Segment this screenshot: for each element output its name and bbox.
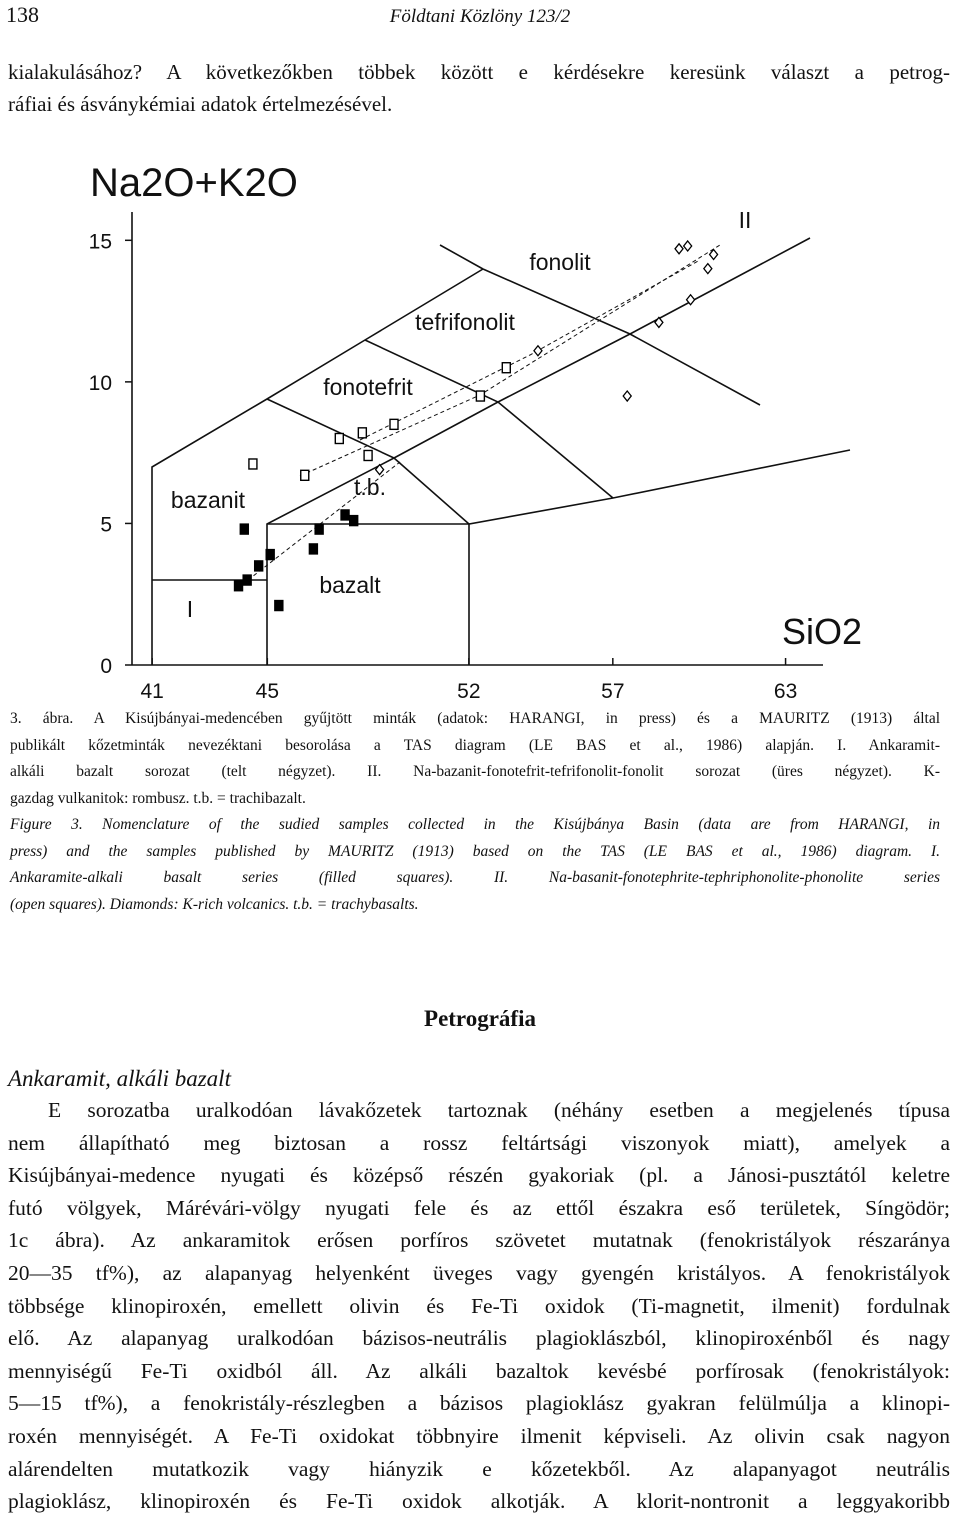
x-axis-label: SiO2 — [782, 611, 862, 652]
caption-en-line: (open squares). Diamonds: K-rich volcani… — [10, 895, 419, 913]
trend-line — [359, 259, 701, 441]
caption-hu-line: alkáli bazalt sorozat (telt négyzet). II… — [10, 763, 940, 780]
body-line: többsége klinopiroxén, emellett olivin é… — [8, 1293, 950, 1318]
field-label: fonotefrit — [323, 374, 413, 400]
filled-square-point — [274, 599, 284, 612]
filled-square-point — [242, 574, 252, 586]
y-tick-label: 5 — [100, 513, 112, 536]
chart: Na2O+K2O SiO2 0 5 10 15 41 45 52 57 63 fonolit tefri… — [89, 161, 862, 703]
diamond-point — [685, 293, 696, 306]
caption-en-line: Figure 3. Nomenclature of the sudied sam… — [10, 816, 940, 833]
y-axis-label: Na2O+K2O — [90, 161, 298, 205]
trend-line — [299, 244, 721, 477]
filled-square-point — [308, 543, 319, 555]
caption-en-line: press) and the samples published by MAUR… — [10, 842, 940, 860]
page-number: 138 — [6, 2, 39, 27]
body-line: E sorozatba uralkodóan lávakőzetek tarto… — [48, 1098, 950, 1122]
open-square-point — [357, 427, 368, 439]
body-line: roxén mennyiségét. A Fe-Ti oxidokat több… — [8, 1424, 950, 1448]
open-square-point — [334, 432, 344, 445]
body-line: nem állapítható meg biztosan a rossz fel… — [8, 1130, 950, 1155]
field-label: I — [187, 596, 193, 622]
diamond-point — [674, 242, 684, 255]
caption-hu-line: gazdag vulkanitok: rombusz. t.b. = trach… — [10, 789, 306, 807]
open-square-point — [475, 390, 486, 402]
x-tick-label: 57 — [601, 680, 624, 703]
x-tick-label: 63 — [774, 680, 797, 703]
boundary — [364, 339, 614, 499]
diamond-point — [654, 316, 664, 329]
series — [233, 509, 359, 612]
field-label: tefrifonolit — [415, 309, 515, 335]
series — [248, 362, 511, 482]
field-label: II — [739, 207, 752, 233]
field-boundaries — [151, 237, 851, 665]
body-line: 5—15 tf%), a fenokristály-részlegben a b… — [8, 1391, 950, 1416]
diamond-point — [622, 389, 633, 403]
intro-line: ráfiai és ásványkémiai adatok értelmezés… — [8, 92, 393, 116]
filled-square-point — [265, 548, 275, 561]
boundary — [393, 449, 851, 525]
boundary — [266, 398, 395, 459]
filled-square-point — [348, 514, 359, 527]
body-line: plagioklász, klinopiroxén és Fe-Ti oxido… — [8, 1489, 950, 1514]
body-line: mennyiségű Fe-Ti oxidból áll. Az alkáli … — [8, 1358, 950, 1383]
diamond-point — [703, 262, 713, 275]
caption-en-line: Ankaramite-alkali basalt series (filled … — [10, 869, 940, 886]
body-line: alárendelten mutatkozik vagy hiányzik e … — [8, 1456, 950, 1481]
field-label: t.b. — [354, 474, 386, 500]
caption-hu-line: 3. ábra. A Kisújbányai-medencében gyűjtö… — [10, 710, 940, 727]
journal-title: Földtani Közlöny 123/2 — [389, 6, 571, 27]
field-label: bazalt — [319, 572, 381, 598]
body-line: futó völgyek, Márévári-völgy nyugati fel… — [8, 1195, 950, 1220]
boundary — [266, 237, 811, 665]
diamond-point — [708, 248, 719, 261]
field-label: fonolit — [529, 249, 591, 275]
open-square-point — [389, 418, 399, 431]
caption-hu-line: publikált kőzetminták nevezéktani besoro… — [10, 736, 940, 754]
y-tick-label: 15 — [89, 230, 112, 253]
boundary — [482, 268, 761, 406]
open-square-point — [300, 469, 310, 482]
field-label: bazanit — [171, 487, 246, 513]
intro-line: kialakulásához? A következőkben többek k… — [8, 60, 950, 84]
filled-square-point — [239, 523, 249, 535]
x-tick-label: 45 — [256, 680, 279, 703]
section-title: Petrográfia — [424, 1006, 536, 1031]
body-line: 20—35 tf%), az alapanyag helyenként üveg… — [8, 1261, 950, 1285]
y-tick-label: 10 — [89, 372, 112, 395]
filled-square-point — [314, 523, 324, 535]
open-square-point — [248, 458, 258, 470]
body-line: Kisújbányai-medence nyugati és középső r… — [8, 1163, 950, 1188]
filled-square-point — [340, 509, 350, 521]
body-line: elő. Az alapanyag uralkodóan bázisos-neu… — [8, 1326, 950, 1351]
filled-square-point — [253, 560, 264, 572]
diamond-point — [374, 463, 385, 476]
x-tick-label: 41 — [140, 680, 163, 703]
body-line: 1c ábra). Az ankaramitok erősen porfíros… — [8, 1228, 950, 1253]
boundary — [439, 244, 484, 270]
diamond-point — [533, 344, 543, 357]
open-square-point — [363, 449, 373, 462]
filled-square-point — [233, 580, 244, 592]
y-tick-label: 0 — [100, 655, 112, 678]
series — [374, 239, 719, 476]
open-square-point — [501, 362, 511, 374]
section-subtitle: Ankaramit, alkáli bazalt — [8, 1066, 231, 1091]
x-tick-label: 52 — [457, 680, 480, 703]
diamond-point — [682, 239, 693, 253]
